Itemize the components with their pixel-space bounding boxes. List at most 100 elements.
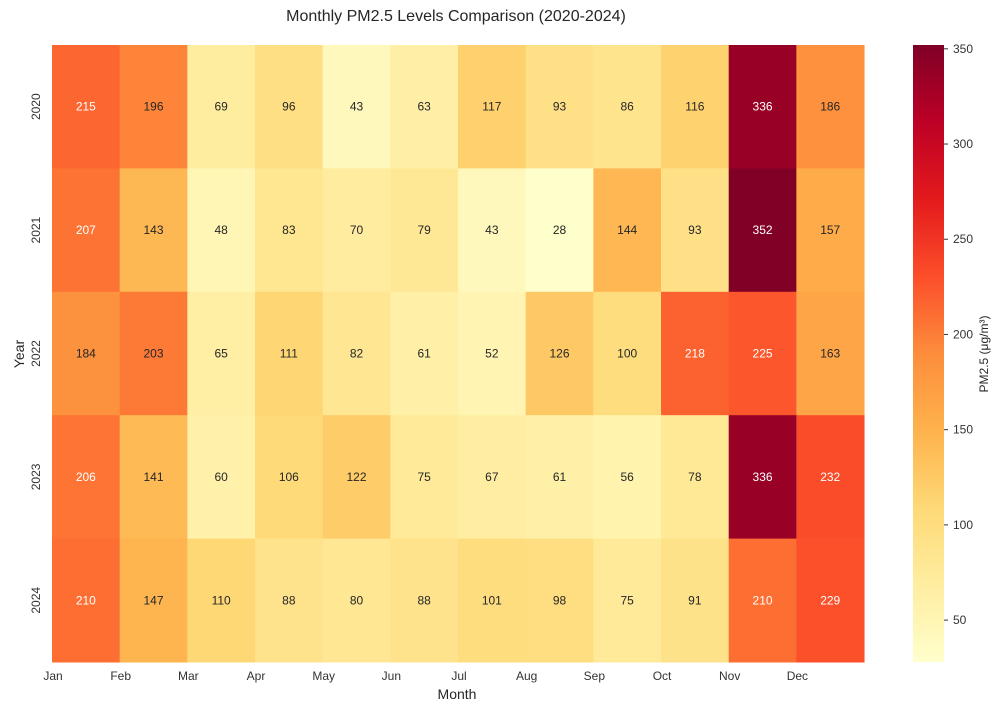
cell-value-label: 210 [76,593,96,607]
heatmap-cells: 215 196 69 96 43 63 117 93 86 116 336 186 207 143 48 83… [52,45,865,663]
heatmap-cell [728,168,797,293]
chart-title: Monthly PM2.5 Levels Comparison (2020-20… [286,8,626,25]
cell-value-label: 215 [76,100,96,114]
heatmap-cell [593,168,662,293]
cell-value-label: 229 [820,593,840,607]
cell-value-label: 336 [753,100,773,114]
x-tick-label: Apr [247,669,266,683]
heatmap-cell [390,538,459,663]
x-tick-label: Jun [382,669,401,683]
cell-value-label: 207 [76,223,96,237]
heatmap-cell [390,45,459,169]
cell-value-label: 78 [688,470,702,484]
heatmap-cell [322,415,391,540]
heatmap-cell [187,415,256,540]
cell-value-label: 93 [688,223,702,237]
cell-value-label: 206 [76,470,96,484]
colorbar-tick-label: 100 [953,518,973,532]
heatmap-cell [187,291,256,416]
heatmap-cell [593,538,662,663]
y-tick-label: 2023 [29,463,43,490]
heatmap-cell [322,45,391,169]
heatmap-cell [728,45,797,169]
cell-value-label: 63 [418,100,432,114]
colorbar-tick-label: 200 [953,327,973,341]
cell-value-label: 56 [621,470,635,484]
cell-value-label: 82 [350,347,364,361]
heatmap-cell [255,168,324,293]
x-tick-label: Jan [43,669,62,683]
heatmap-cell [52,415,121,540]
heatmap-cell [525,168,594,293]
cell-value-label: 111 [280,347,299,361]
cell-value-label: 122 [346,470,366,484]
heatmap-cell [728,291,797,416]
heatmap-cell [458,168,527,293]
cell-value-label: 69 [214,100,228,114]
heatmap-cell [458,538,527,663]
heatmap-cell [796,291,865,416]
heatmap-cell [661,291,730,416]
colorbar-tick-label: 300 [953,137,973,151]
heatmap-cell [796,538,865,663]
cell-value-label: 218 [685,347,705,361]
y-tick-label: 2020 [29,93,43,120]
heatmap-cell [52,168,121,293]
cell-value-label: 75 [418,470,432,484]
heatmap-cell [255,291,324,416]
cell-value-label: 225 [753,347,773,361]
cell-value-label: 141 [143,470,163,484]
colorbar-label: PM2.5 (μg/m³) [977,316,991,393]
heatmap-cell [119,291,188,416]
heatmap-cell [119,538,188,663]
x-tick-label: May [312,669,335,683]
cell-value-label: 106 [279,470,299,484]
cell-value-label: 116 [685,100,704,114]
y-tick-label: 2021 [29,216,43,243]
heatmap-cell [796,45,865,169]
heatmap-cell [661,415,730,540]
cell-value-label: 147 [143,593,163,607]
heatmap-cell [661,538,730,663]
y-tick-label: 2022 [29,340,43,367]
colorbar-gradient [913,45,944,662]
cell-value-label: 65 [214,347,228,361]
cell-value-label: 86 [621,100,635,114]
heatmap-cell [390,168,459,293]
cell-value-label: 186 [820,100,840,114]
y-axis-ticks: 2020 2021 2022 2023 2024 [29,93,43,614]
cell-value-label: 83 [282,223,296,237]
cell-value-label: 88 [282,593,296,607]
cell-value-label: 48 [214,223,228,237]
heatmap-cell [661,45,730,169]
cell-value-label: 100 [617,347,637,361]
heatmap-cell [187,538,256,663]
cell-value-label: 352 [753,223,773,237]
cell-value-label: 79 [418,223,432,237]
heatmap-cell [796,168,865,293]
heatmap-cell [390,415,459,540]
x-tick-label: Feb [110,669,131,683]
heatmap-cell [525,291,594,416]
heatmap-cell [119,168,188,293]
x-tick-label: Oct [653,669,672,683]
cell-value-label: 210 [753,593,773,607]
cell-value-label: 67 [485,470,499,484]
colorbar-ticks: 50 100 150 200 250 300 350 [944,42,973,627]
cell-value-label: 91 [688,593,702,607]
cell-value-label: 93 [553,100,567,114]
cell-value-label: 88 [418,593,432,607]
cell-value-label: 43 [485,223,499,237]
heatmap-cell [458,291,527,416]
heatmap-cell [593,415,662,540]
x-tick-label: Sep [584,669,606,683]
cell-value-label: 203 [143,347,163,361]
heatmap-cell [322,538,391,663]
cell-value-label: 61 [553,470,567,484]
cell-value-label: 163 [820,347,840,361]
x-tick-label: Mar [178,669,199,683]
cell-value-label: 80 [350,593,364,607]
cell-value-label: 157 [820,223,840,237]
